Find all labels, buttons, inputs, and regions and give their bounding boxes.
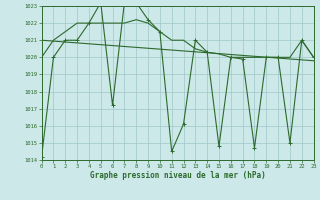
X-axis label: Graphe pression niveau de la mer (hPa): Graphe pression niveau de la mer (hPa) xyxy=(90,171,266,180)
